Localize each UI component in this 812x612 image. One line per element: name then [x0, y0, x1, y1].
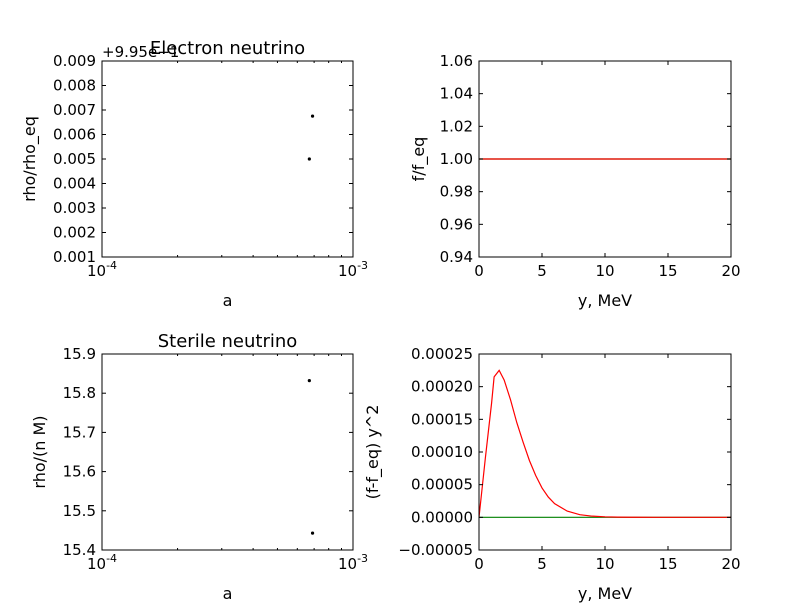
y-tick-label: 0.004 [53, 175, 96, 193]
axes-frame [478, 353, 732, 551]
axes-frame [101, 60, 354, 258]
y-tick-label: 0.00020 [411, 378, 473, 396]
y-axis-label: rho/rho_eq [20, 116, 40, 202]
chart-title: Sterile neutrino [158, 331, 298, 352]
y-tick-label: −0.00005 [398, 541, 473, 559]
y-tick-label: 0.94 [440, 248, 473, 266]
x-tick-label: 5 [537, 262, 547, 280]
x-tick-label: 0 [474, 555, 484, 573]
x-tick-label: 10-4 [87, 552, 117, 573]
y-tick-label: 0.007 [53, 101, 96, 119]
y-tick-label: 15.6 [63, 463, 96, 481]
x-tick-label: 10 [595, 262, 614, 280]
data-point-0 [307, 379, 311, 383]
x-tick-label: 20 [721, 555, 740, 573]
y-tick-label: 1.00 [440, 150, 473, 168]
x-axis-label: a [223, 291, 233, 310]
y-tick-label: 1.04 [440, 85, 473, 103]
y-tick-label: 15.4 [63, 541, 96, 559]
y-tick-label: 0.00000 [411, 508, 473, 526]
y-tick-label: 0.00015 [411, 410, 473, 428]
x-tick-label: 15 [658, 555, 677, 573]
y-tick-label: 0.96 [440, 215, 473, 233]
axes-frame [101, 353, 354, 551]
y-tick-label: 1.02 [440, 117, 473, 135]
x-tick-label: 10-4 [87, 259, 117, 280]
electron-neutrino-distribution-panel: 0.94 0.96 0.98 1.00 1.02 1.04 1.06 0 5 10 15 20 y, M… [409, 52, 741, 310]
y-tick-label: 15.7 [63, 423, 96, 441]
series-line-1 [479, 369, 731, 518]
y-tick-label: 0.98 [440, 183, 473, 201]
x-tick-label: 0 [474, 262, 484, 280]
data-point-1 [310, 531, 315, 535]
x-tick-label: 10-3 [338, 552, 368, 573]
y-tick-label: 15.9 [63, 345, 96, 363]
y-tick-label: 0.005 [53, 150, 96, 168]
x-tick-label: 10-3 [338, 259, 368, 280]
y-axis-label: rho/(n M) [30, 415, 49, 488]
y-tick-label: 15.5 [63, 502, 96, 520]
x-tick-label: 20 [721, 262, 740, 280]
y-offset-label: +9.95e−1 [102, 43, 179, 61]
y-tick-label: 0.00025 [411, 345, 473, 363]
chart-title: Electron neutrino [150, 38, 305, 59]
y-tick-label: 1.06 [440, 52, 473, 70]
y-tick-label: 0.001 [53, 248, 96, 266]
sterile-neutrino-density-panel: 15.4 15.5 15.6 15.7 15.8 15.9 10-4 10-3 a rho/(n … [30, 331, 368, 603]
x-axis-label: y, MeV [578, 584, 632, 603]
x-axis-label: a [223, 584, 233, 603]
plot-area [307, 379, 315, 535]
y-tick-label: 0.003 [53, 199, 96, 217]
plot-area [479, 369, 731, 518]
y-tick-label: 0.00010 [411, 443, 473, 461]
x-tick-label: 10 [595, 555, 614, 573]
data-point-1 [310, 114, 315, 118]
y-axis-label: (f-f_eq) y^2 [363, 405, 383, 500]
y-tick-label: 0.009 [53, 52, 96, 70]
electron-neutrino-density-panel: 0.001 0.002 0.003 0.004 0.005 0.006 0.007 0.008… [20, 38, 368, 310]
y-tick-label: 15.8 [63, 384, 96, 402]
x-axis-label: y, MeV [578, 291, 632, 310]
y-tick-label: 0.002 [53, 224, 96, 242]
y-tick-label: 0.00005 [411, 476, 473, 494]
plot-area [307, 114, 315, 161]
y-tick-label: 0.006 [53, 126, 96, 144]
x-tick-label: 5 [537, 555, 547, 573]
data-point-0 [307, 157, 311, 161]
distribution-deviation-panel: −0.00005 0.00000 0.00005 0.00010 0.00015 0.00… [363, 345, 741, 603]
x-tick-label: 15 [658, 262, 677, 280]
y-axis-label: f/f_eq [409, 137, 429, 182]
y-tick-label: 0.008 [53, 77, 96, 95]
